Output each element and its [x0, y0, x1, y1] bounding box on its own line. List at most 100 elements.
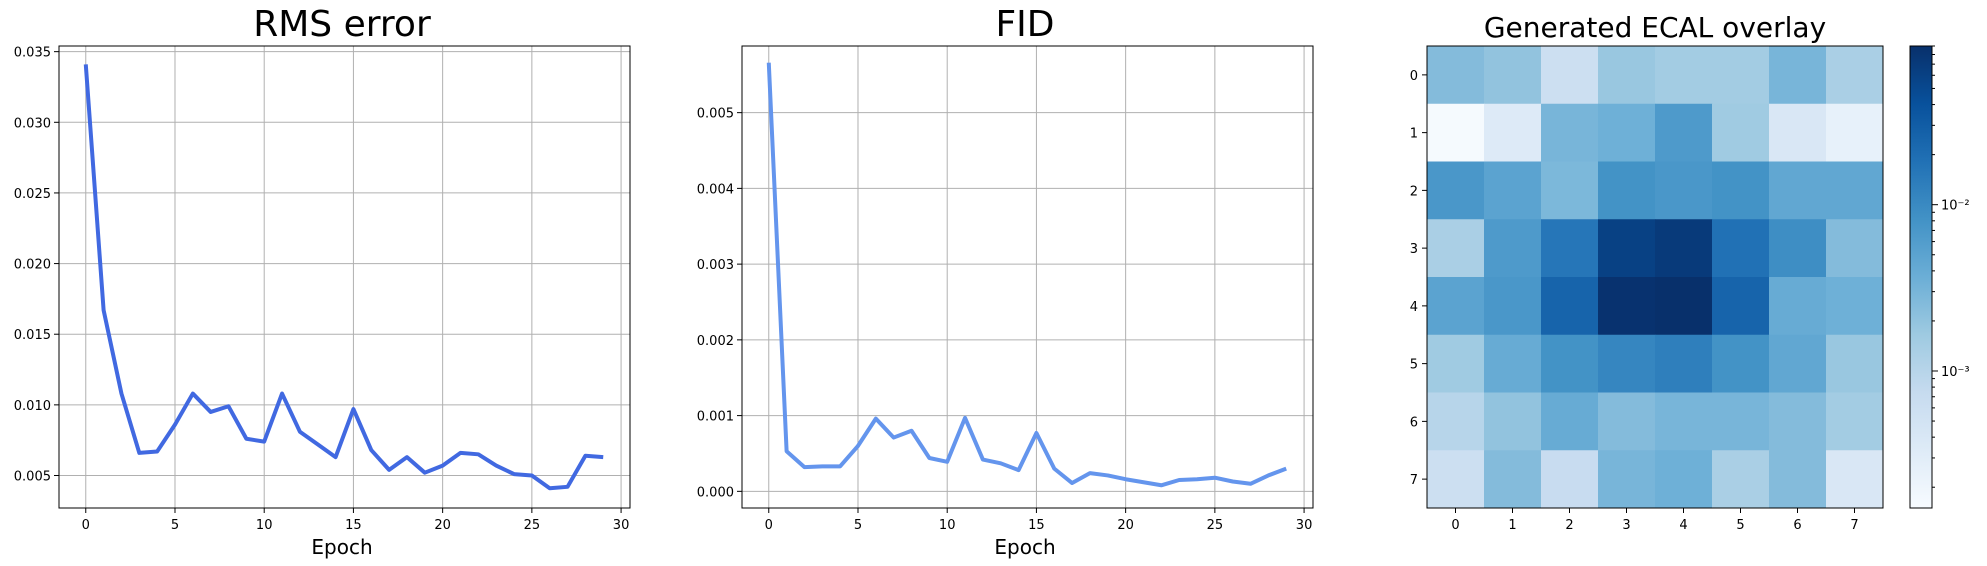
- y-tick-label: 2: [1410, 184, 1418, 199]
- heatmap-cell: [1484, 334, 1542, 393]
- heatmap-cell: [1598, 161, 1656, 220]
- heatmap-cell: [1826, 161, 1884, 220]
- heatmap-cell: [1598, 103, 1656, 162]
- heatmap-cell: [1712, 219, 1770, 278]
- heatmap-cell: [1427, 219, 1485, 278]
- heatmap-cell: [1541, 277, 1599, 336]
- heatmap-cell: [1541, 46, 1599, 105]
- heatmap-cell: [1484, 219, 1542, 278]
- x-tick-label: 0: [1451, 518, 1459, 533]
- heatmap-cell: [1427, 161, 1485, 220]
- x-tick-label: 5: [1736, 518, 1744, 533]
- x-tick-label: 30: [613, 518, 630, 533]
- heatmap-cell: [1427, 334, 1485, 393]
- heatmap-cell: [1712, 450, 1770, 509]
- y-tick-label: 0.001: [697, 410, 734, 425]
- heatmap-cell: [1769, 392, 1827, 451]
- plot-frame: [741, 45, 1314, 509]
- heatmap-cell: [1826, 277, 1884, 336]
- heatmap-cell: [1712, 392, 1770, 451]
- x-tick-label: 7: [1850, 518, 1858, 533]
- y-tick-label: 0.010: [14, 399, 51, 414]
- heatmap-cell: [1541, 334, 1599, 393]
- y-tick-label: 0.003: [697, 258, 734, 273]
- heatmap-cell: [1655, 103, 1713, 162]
- x-tick-label: 5: [171, 518, 179, 533]
- y-tick-label: 0.015: [14, 328, 51, 343]
- ecal-overlay-heatmap: Generated ECAL overlay 0 1 2 3 4 5 6 7 0 1 2 3 4 5 6 7 1…: [1410, 11, 1970, 533]
- heatmap-cell: [1427, 277, 1485, 336]
- x-tick-label: 25: [524, 518, 541, 533]
- heatmap-frame: [1426, 45, 1884, 509]
- heatmap-cell: [1541, 219, 1599, 278]
- x-tick-label: 4: [1679, 518, 1687, 533]
- x-tick-label: 15: [345, 518, 362, 533]
- fid-title: FID: [995, 4, 1054, 45]
- series-line: [766, 62, 1287, 488]
- y-tick-label: 5: [1410, 358, 1418, 373]
- heatmap-cell: [1427, 46, 1485, 105]
- heatmap-cell: [1826, 103, 1884, 162]
- x-tick-label: 5: [854, 518, 862, 533]
- x-tick-label: 20: [434, 518, 451, 533]
- heatmap-cell: [1541, 103, 1599, 162]
- heatmap-cell: [1655, 277, 1713, 336]
- heatmap-cell: [1712, 103, 1770, 162]
- heatmap-cell: [1826, 46, 1884, 105]
- heatmap-cell: [1598, 450, 1656, 509]
- heatmap-cell: [1655, 219, 1713, 278]
- y-tick-label: 0.025: [14, 187, 51, 202]
- heatmap-cell: [1655, 392, 1713, 451]
- heatmap-cell: [1769, 450, 1827, 509]
- fid-chart: FID Epoch 0 5 10 15 20 25 30 0.000 0.001 0.002 0.0…: [697, 4, 1314, 559]
- y-tick-label: 0.000: [697, 485, 734, 500]
- rms-error-xlabel: Epoch: [311, 535, 372, 559]
- y-tick-label: 1: [1410, 127, 1418, 142]
- y-tick-label: 7: [1410, 473, 1418, 488]
- x-tick-label: 25: [1207, 518, 1224, 533]
- heatmap-cell: [1484, 277, 1542, 336]
- heatmap-cell: [1598, 392, 1656, 451]
- colorbar-tick-label: 10⁻²: [1941, 199, 1970, 214]
- heatmap-cell: [1484, 392, 1542, 451]
- heatmap-cell: [1541, 392, 1599, 451]
- heatmap-cell: [1484, 161, 1542, 220]
- heatmap-cell: [1826, 392, 1884, 451]
- x-tick-label: 3: [1622, 518, 1630, 533]
- heatmap-cell: [1769, 103, 1827, 162]
- x-tick-label: 0: [765, 518, 773, 533]
- heatmap-cell: [1598, 46, 1656, 105]
- fid-xlabel: Epoch: [994, 535, 1055, 559]
- heatmap-cell: [1712, 161, 1770, 220]
- y-tick-label: 6: [1410, 415, 1418, 430]
- heatmap-title: Generated ECAL overlay: [1484, 11, 1826, 44]
- x-tick-label: 10: [256, 518, 273, 533]
- heatmap-cell: [1712, 334, 1770, 393]
- heatmap-cell: [1826, 450, 1884, 509]
- x-tick-label: 15: [1028, 518, 1045, 533]
- heatmap-cell: [1769, 277, 1827, 336]
- heatmap-cell: [1655, 334, 1713, 393]
- y-tick-label: 0: [1410, 69, 1418, 84]
- y-tick-label: 0.002: [697, 334, 734, 349]
- heatmap-cell: [1826, 219, 1884, 278]
- heatmap-cell: [1427, 103, 1485, 162]
- heatmap-cell: [1484, 46, 1542, 105]
- colorbar-frame: [1909, 45, 1933, 509]
- heatmap-cell: [1655, 161, 1713, 220]
- heatmap-cell: [1541, 161, 1599, 220]
- heatmap-cell: [1484, 450, 1542, 509]
- heatmap-cell: [1769, 334, 1827, 393]
- y-tick-label: 3: [1410, 242, 1418, 257]
- series-line: [83, 64, 604, 491]
- x-tick-label: 20: [1117, 518, 1134, 533]
- y-tick-label: 4: [1410, 300, 1418, 315]
- plot-frame: [58, 45, 631, 509]
- x-tick-label: 2: [1565, 518, 1573, 533]
- colorbar-tick-label: 10⁻³: [1941, 365, 1970, 380]
- heatmap-cell: [1655, 450, 1713, 509]
- heatmap-cell: [1541, 450, 1599, 509]
- rms-error-title: RMS error: [253, 4, 431, 45]
- x-tick-label: 30: [1296, 518, 1313, 533]
